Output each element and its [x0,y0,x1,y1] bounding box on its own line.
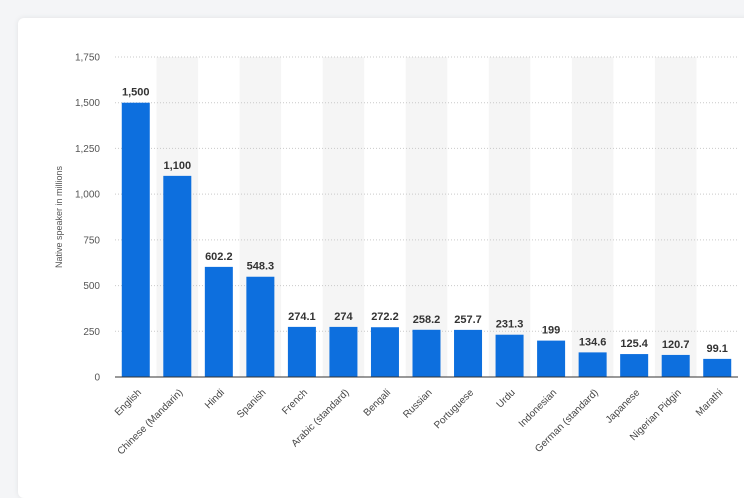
bar[interactable] [204,266,233,377]
category-bands [156,57,697,377]
category-label: Marathi [694,387,725,418]
bar[interactable] [578,352,607,377]
value-labels: 1,500 1,100 602.2 548.3 274.1 274 272.2 258.2 25… [122,87,728,355]
bar[interactable] [329,326,358,377]
value-label: 602.2 [205,251,233,263]
bar[interactable] [537,340,566,377]
bar[interactable] [287,326,316,377]
bar[interactable] [661,354,690,377]
bar[interactable] [703,358,732,377]
category-label: Hindi [203,387,227,411]
bars [121,102,732,377]
category-label: Portuguese [432,387,476,431]
value-label: 1,100 [164,160,192,172]
gridlines [115,56,738,332]
y-tick-label: 1,500 [75,98,100,109]
y-tick-label: 500 [83,281,100,292]
value-label: 274.1 [288,311,316,323]
category-label: Bengali [362,387,393,418]
category-band [488,57,531,377]
category-label: French [280,387,310,417]
bar[interactable] [121,102,150,377]
value-label: 199 [542,325,560,337]
bar[interactable] [454,329,483,377]
category-label: Urdu [495,387,518,410]
value-label: 258.2 [413,314,441,326]
y-tick-label: 750 [83,235,100,246]
y-tick-label: 1,750 [75,53,100,64]
category-band [405,57,448,377]
bar[interactable] [163,175,192,377]
category-label: English [113,387,144,418]
value-label: 1,500 [122,87,150,99]
bar[interactable] [620,354,649,377]
category-band [571,57,614,377]
y-tick-label: 250 [83,327,100,338]
category-band [322,57,365,377]
bar[interactable] [495,334,524,377]
y-axis-label: Native speaker in millions [54,165,64,268]
category-label: Indonesian [517,387,559,429]
bar[interactable] [412,329,441,377]
category-label: Japanese [604,387,643,426]
y-tick-label: 1,250 [75,144,100,155]
value-label: 120.7 [662,339,690,351]
value-label: 134.6 [579,336,607,348]
y-tick-label: 0 [94,373,100,384]
category-label: Russian [401,387,434,420]
category-label: Spanish [235,387,268,420]
bar[interactable] [246,276,275,377]
value-label: 274 [334,311,353,323]
bar-chart: 0 250 500 750 1,000 1,250 1,500 1,750 1,500 1,10… [54,53,738,457]
category-band [654,57,697,377]
value-label: 272.2 [371,311,399,323]
value-label: 125.4 [620,338,648,350]
bar[interactable] [370,327,399,377]
value-label: 257.7 [454,314,482,326]
y-axis-ticks: 0 250 500 750 1,000 1,250 1,500 1,750 [75,53,100,384]
value-label: 231.3 [496,319,524,331]
value-label: 548.3 [247,261,275,273]
value-label: 99.1 [707,343,728,355]
y-tick-label: 1,000 [75,190,100,201]
